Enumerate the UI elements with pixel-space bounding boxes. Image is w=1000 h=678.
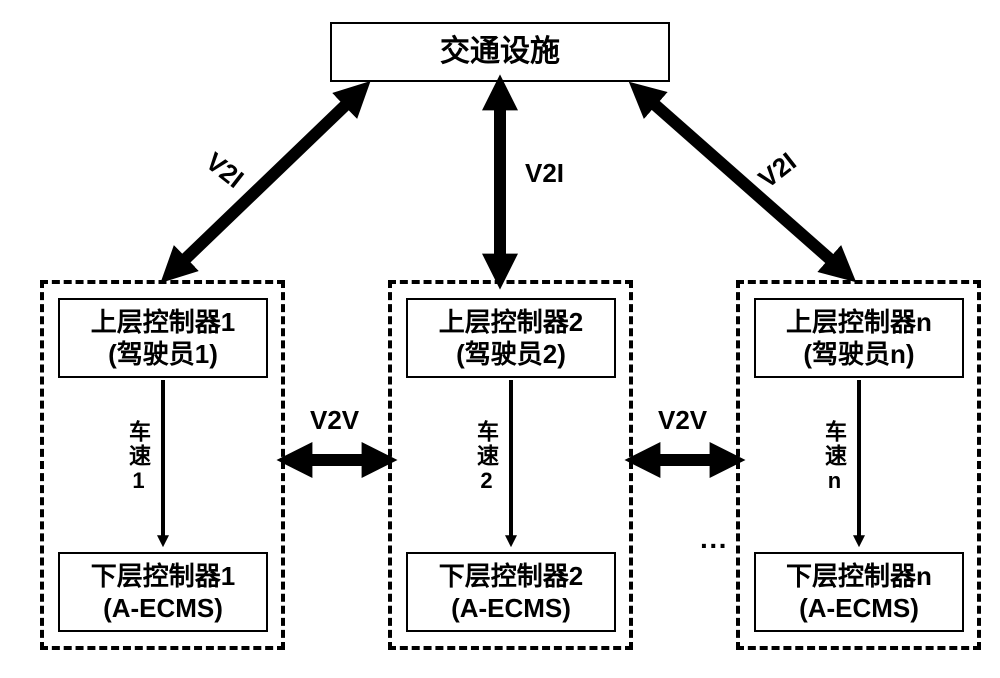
uppern-line1: 上层控制器n — [786, 306, 932, 339]
v2i-label-right: V2I — [753, 146, 803, 194]
lower2-line2: (A-ECMS) — [451, 592, 571, 625]
lower1-line2: (A-ECMS) — [103, 592, 223, 625]
upper-controller-2: 上层控制器2 (驾驶员2) — [406, 298, 616, 378]
v2i-label-left: V2I — [200, 146, 250, 194]
v2v-label-2: V2V — [658, 405, 707, 436]
lower1-line1: 下层控制器1 — [91, 560, 235, 593]
v2i-arrow-right — [645, 96, 840, 268]
v2i-arrow-left — [176, 96, 355, 268]
top-traffic-label: 交通设施 — [440, 33, 560, 71]
top-traffic-box: 交通设施 — [330, 22, 670, 82]
uppern-line2: (驾驶员n) — [803, 338, 914, 371]
lower-controller-2: 下层控制器2 (A-ECMS) — [406, 552, 616, 632]
lower2-line1: 下层控制器2 — [439, 560, 583, 593]
speed-label-n: 车速n — [818, 420, 850, 495]
ellipsis: ··· — [700, 530, 728, 562]
lower-controller-1: 下层控制器1 (A-ECMS) — [58, 552, 268, 632]
upper2-line2: (驾驶员2) — [456, 338, 566, 371]
lower-controller-n: 下层控制器n (A-ECMS) — [754, 552, 964, 632]
v2v-label-1: V2V — [310, 405, 359, 436]
speed-label-2: 车速2 — [470, 420, 502, 495]
speed-label-1: 车速1 — [122, 420, 154, 495]
lowern-line2: (A-ECMS) — [799, 592, 919, 625]
lowern-line1: 下层控制器n — [786, 560, 932, 593]
upper2-line1: 上层控制器 — [439, 307, 569, 337]
upper-controller-1: 上层控制器1 (驾驶员1) — [58, 298, 268, 378]
upper1-line2: (驾驶员1) — [108, 338, 218, 371]
diagram-canvas: 交通设施 上层控制器1 (驾驶员1) 下层控制器1 (A-ECMS) 上层控制器… — [0, 0, 1000, 678]
upper-controller-n: 上层控制器n (驾驶员n) — [754, 298, 964, 378]
v2i-label-center: V2I — [525, 158, 564, 189]
upper1-line1: 上层控制器 — [91, 307, 221, 337]
